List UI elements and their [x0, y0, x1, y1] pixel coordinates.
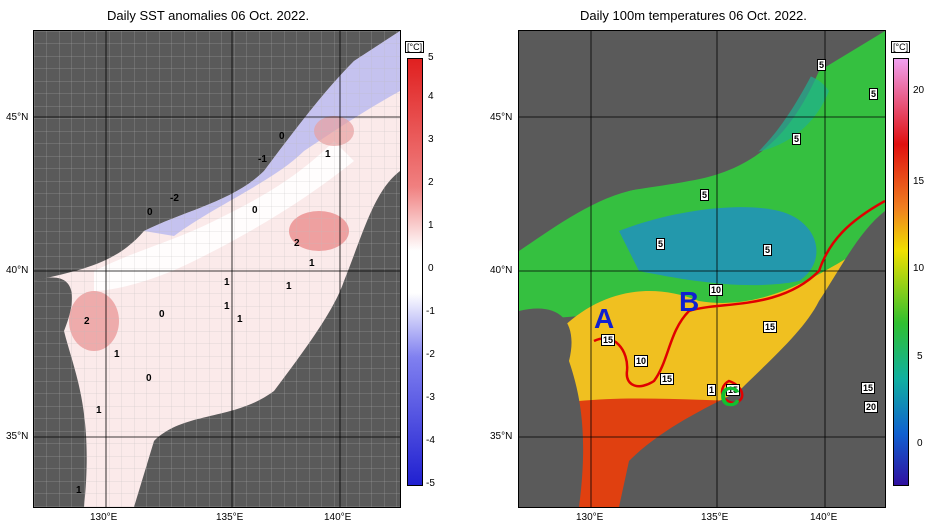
contour-label: 1	[224, 277, 230, 288]
colorbar-tick: 5	[917, 351, 923, 362]
contour-label: 15	[763, 321, 778, 333]
contour-label: 2	[84, 316, 90, 327]
land-korea	[519, 308, 584, 507]
contour-label: 5	[792, 133, 802, 145]
left-map-canvas	[34, 31, 400, 507]
lat-label: 45°N	[490, 112, 513, 123]
region-label-b: B	[679, 286, 700, 317]
colorbar-tick: -1	[426, 306, 435, 317]
lon-label: 135°E	[701, 512, 729, 523]
colorbar-tick: -2	[426, 349, 435, 360]
lon-label: 140°E	[324, 512, 352, 523]
colorbar-tick: 0	[428, 263, 434, 274]
land-russia	[519, 31, 885, 251]
contour-label: 15	[601, 334, 616, 346]
colorbar-tick: 10	[913, 263, 925, 274]
contour-label: 0	[159, 309, 165, 320]
contour-label: -2	[170, 193, 179, 204]
lat-label: 40°N	[6, 265, 29, 276]
sea-grid	[34, 31, 400, 507]
colorbar-tick: 20	[913, 85, 925, 96]
region-label-c: C	[720, 381, 741, 412]
contour-label: 1	[707, 384, 717, 396]
contour-label: 1	[76, 485, 82, 496]
colorbar-tick: 3	[428, 134, 434, 145]
contour-label: 5	[700, 189, 710, 201]
left-map: 0 -1 1 -2 0 0 2 1 1 1 0 1 1 2 1 0 1 1	[33, 30, 401, 508]
sea-cold-core	[619, 207, 817, 286]
contour-label: 15	[861, 382, 876, 394]
contour-label: 2	[294, 238, 300, 249]
right-colorbar	[893, 58, 909, 486]
lat-label: 35°N	[490, 431, 513, 442]
lat-label: 40°N	[490, 265, 513, 276]
front-line	[593, 199, 885, 388]
contour-label: 1	[114, 349, 120, 360]
contour-label: 5	[817, 59, 827, 71]
contour-label: 0	[146, 373, 152, 384]
contour-label: 5	[869, 88, 879, 100]
contour-label: 5	[656, 238, 666, 250]
colorbar-tick: -5	[426, 478, 435, 489]
lon-label: 130°E	[90, 512, 118, 523]
contour-label: 5	[763, 244, 773, 256]
colorbar-unit: [°C]	[405, 41, 425, 53]
region-label-a: A	[594, 303, 615, 334]
lon-label: 140°E	[810, 512, 838, 523]
land-japan-honshu	[619, 211, 885, 507]
contour-label: 1	[325, 149, 331, 160]
contour-label: 1	[96, 405, 102, 416]
right-map: 5 5 5 5 5 5 10 15 15 10 15 15 1 15 20 A …	[518, 30, 886, 508]
lon-label: 135°E	[216, 512, 244, 523]
contour-label: 20	[864, 401, 879, 413]
colorbar-tick: 1	[428, 220, 434, 231]
colorbar-unit: [°C]	[891, 41, 911, 53]
colorbar-tick: 15	[913, 176, 925, 187]
colorbar-tick: -3	[426, 392, 435, 403]
colorbar-tick: 5	[428, 52, 434, 63]
contour-label: 0	[279, 131, 285, 142]
contour-label: 10	[709, 284, 724, 296]
left-panel-title: Daily SST anomalies 06 Oct. 2022.	[107, 8, 310, 23]
lon-label: 130°E	[576, 512, 604, 523]
contour-label: 1	[224, 301, 230, 312]
contour-label: -1	[258, 154, 267, 165]
contour-label: 1	[309, 258, 315, 269]
lat-label: 35°N	[6, 431, 29, 442]
colorbar-tick: -4	[426, 435, 435, 446]
contour-label: 1	[237, 314, 243, 325]
colorbar-tick: 2	[428, 177, 434, 188]
colorbar-tick: 0	[917, 438, 923, 449]
colorbar-tick: 4	[428, 91, 434, 102]
contour-label: 0	[147, 207, 153, 218]
right-map-canvas	[519, 31, 885, 507]
lat-label: 45°N	[6, 112, 29, 123]
contour-label: 0	[252, 205, 258, 216]
contour-label: 10	[634, 355, 649, 367]
contour-label: 15	[726, 384, 741, 396]
left-colorbar	[407, 58, 423, 486]
right-panel-title: Daily 100m temperatures 06 Oct. 2022.	[580, 8, 807, 23]
contour-label: 1	[286, 281, 292, 292]
contour-label: 15	[660, 373, 675, 385]
